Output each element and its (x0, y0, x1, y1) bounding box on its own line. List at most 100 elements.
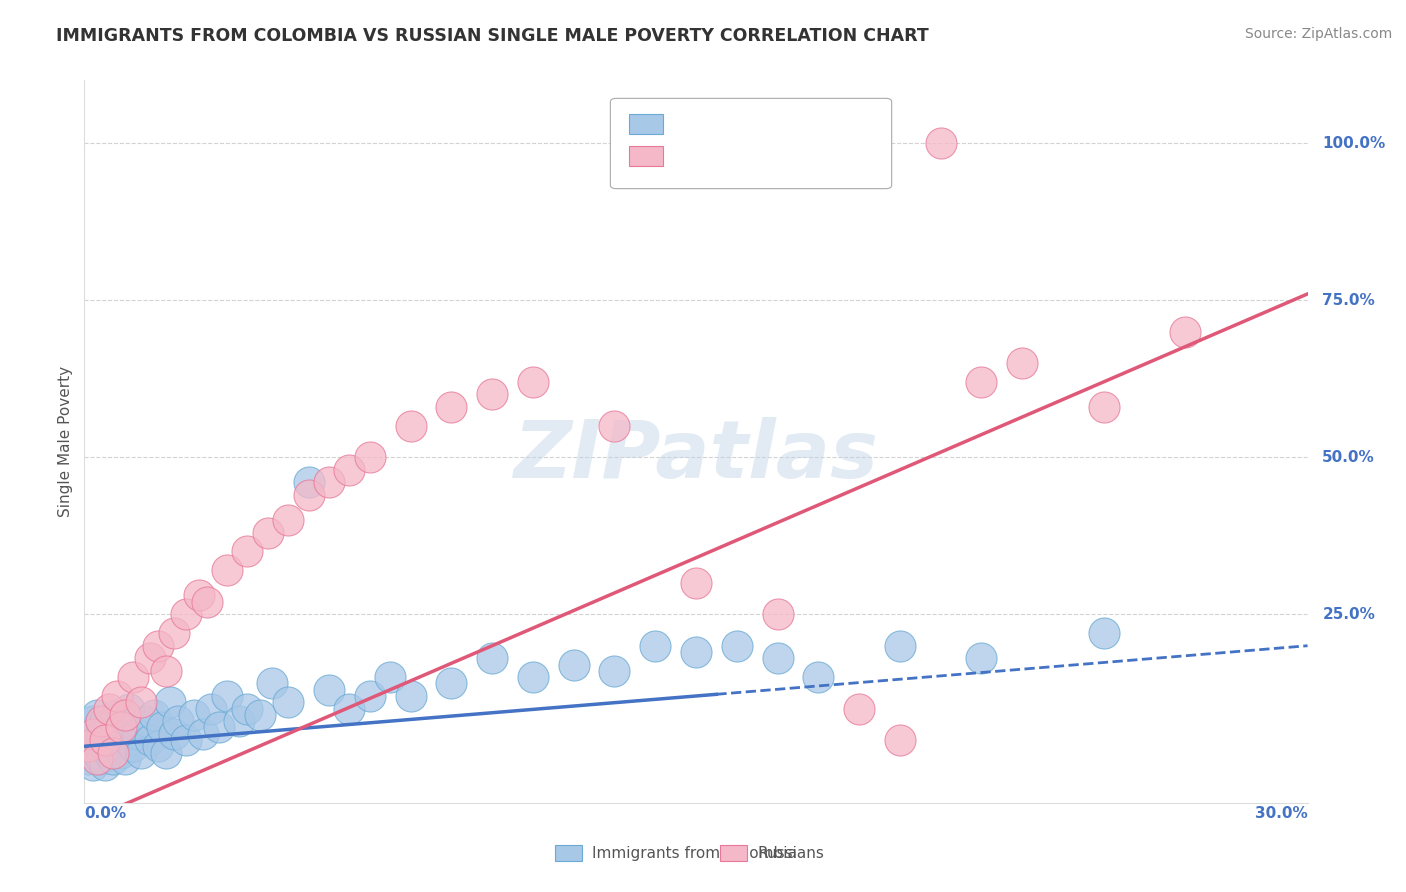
Text: 0.0%: 0.0% (84, 806, 127, 821)
Point (90, 727, 112, 741)
Point (77, 752, 100, 766)
Text: 30.0%: 30.0% (1254, 806, 1308, 821)
Point (889, 639, 911, 653)
Point (90, 714, 112, 728)
Point (90, 752, 112, 766)
Point (970, 375, 993, 389)
Point (82, 758, 104, 772)
Point (86, 746, 108, 760)
Point (183, 707, 205, 722)
Point (359, 689, 381, 703)
Point (522, 670, 544, 684)
Text: N =  41: N = 41 (790, 147, 858, 165)
Text: Russians: Russians (758, 846, 824, 861)
Text: Source: ZipAtlas.com: Source: ZipAtlas.com (1244, 27, 1392, 41)
Point (562, 657, 585, 672)
Point (481, 387, 503, 401)
Point (86, 720, 108, 734)
Point (155, 664, 177, 678)
Point (848, 701, 870, 715)
Point (970, 651, 993, 665)
Point (339, 701, 361, 715)
Point (1092, 626, 1115, 640)
Point (97, 746, 120, 760)
Point (725, 639, 748, 653)
Point (82, 714, 104, 728)
Point (131, 746, 153, 760)
Point (82, 727, 104, 741)
Point (93, 714, 115, 728)
Point (150, 720, 173, 734)
Text: ZIPatlas: ZIPatlas (513, 417, 879, 495)
Point (86, 752, 108, 766)
Point (131, 695, 153, 709)
Text: 25.0%: 25.0% (1322, 607, 1375, 622)
Point (86, 707, 108, 722)
Y-axis label: Single Male Poverty: Single Male Poverty (58, 366, 73, 517)
Point (105, 689, 128, 703)
Point (101, 727, 124, 741)
Point (889, 733, 911, 747)
Point (318, 475, 340, 490)
Text: R = 0.637: R = 0.637 (681, 147, 770, 165)
Point (399, 418, 422, 433)
Point (208, 720, 231, 734)
Point (766, 607, 789, 622)
Point (114, 752, 136, 766)
Point (97, 720, 120, 734)
FancyBboxPatch shape (720, 846, 748, 862)
Point (110, 720, 132, 734)
Point (1092, 400, 1115, 414)
Point (440, 676, 463, 690)
Point (380, 670, 402, 684)
Point (174, 733, 197, 747)
Point (142, 707, 165, 722)
Point (929, 136, 952, 150)
Point (114, 707, 136, 722)
Text: 50.0%: 50.0% (1322, 450, 1375, 465)
Point (603, 418, 626, 433)
Point (159, 695, 181, 709)
Point (167, 714, 190, 728)
FancyBboxPatch shape (610, 98, 891, 189)
Point (257, 525, 280, 540)
Point (138, 651, 160, 665)
Point (118, 733, 141, 747)
Point (685, 645, 707, 659)
Point (146, 639, 169, 653)
Point (603, 664, 626, 678)
Point (298, 475, 321, 490)
Point (260, 676, 283, 690)
Point (236, 701, 259, 715)
Text: R =  0.115: R = 0.115 (681, 115, 776, 133)
Point (191, 727, 214, 741)
Point (118, 701, 141, 715)
Point (685, 575, 707, 590)
Text: IMMIGRANTS FROM COLOMBIA VS RUSSIAN SINGLE MALE POVERTY CORRELATION CHART: IMMIGRANTS FROM COLOMBIA VS RUSSIAN SING… (56, 27, 929, 45)
Point (146, 739, 169, 754)
Point (277, 695, 299, 709)
Point (644, 639, 666, 653)
Point (228, 714, 250, 728)
Point (217, 689, 239, 703)
Point (110, 746, 132, 760)
Point (105, 707, 128, 722)
Point (359, 450, 381, 465)
Point (82, 733, 104, 747)
Point (110, 720, 132, 734)
FancyBboxPatch shape (628, 113, 664, 134)
Point (135, 714, 157, 728)
Point (249, 707, 271, 722)
Point (101, 752, 124, 766)
Text: 100.0%: 100.0% (1322, 136, 1385, 151)
Point (114, 714, 136, 728)
Point (298, 488, 321, 502)
Point (155, 746, 177, 760)
Point (187, 589, 209, 603)
Point (1011, 356, 1033, 370)
Point (522, 375, 544, 389)
Point (105, 739, 128, 754)
Point (399, 689, 422, 703)
Point (1174, 325, 1197, 339)
FancyBboxPatch shape (555, 846, 582, 862)
